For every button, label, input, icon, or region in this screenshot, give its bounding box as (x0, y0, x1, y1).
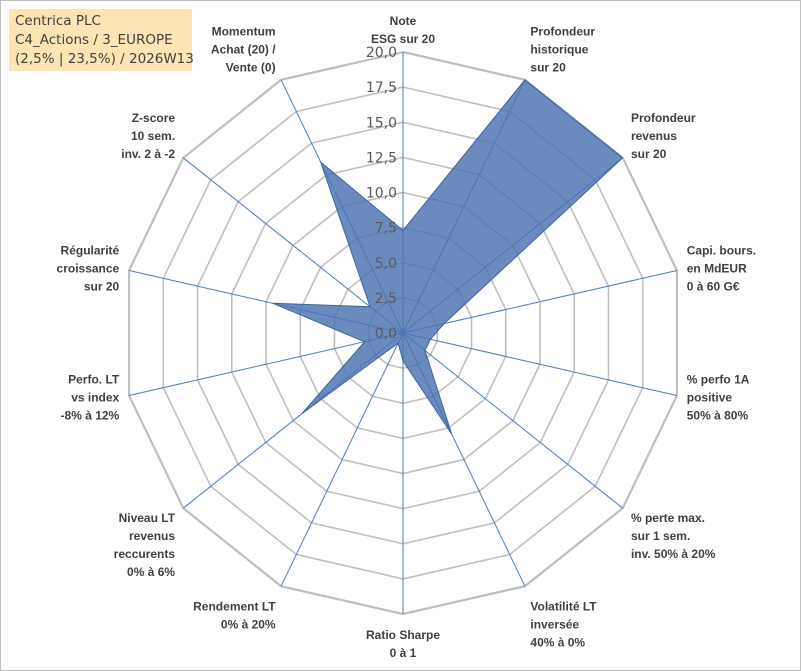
axis-label: Z-score 10 sem. inv. 2 à -2 (121, 111, 175, 161)
tick-label: 7,5 (375, 221, 397, 237)
radar-tick-labels: 0,0 2,5 5,0 7,5 10,0 12,5 15,0 17,5 20,0 (366, 45, 397, 342)
data-series-area (272, 79, 624, 435)
axis-label: Capi. bours. en MdEUR 0 à 60 G€ (687, 244, 756, 294)
category-label: C4_Actions / 3_EUROPE (15, 32, 173, 48)
axis-label: Rendement LT 0% à 20% (193, 599, 276, 631)
spoke-line (402, 332, 678, 397)
tick-label: 10,0 (366, 186, 397, 202)
radar-series (272, 79, 624, 435)
spoke-line (402, 332, 624, 509)
tick-label: 5,0 (375, 256, 397, 272)
axis-label: Perfo. LT vs index -8% à 12% (61, 372, 120, 422)
tick-label: 2,5 (375, 291, 397, 307)
spoke-line (280, 332, 404, 587)
axis-label: Note ESG sur 20 (371, 14, 435, 46)
axis-label: % perfo 1A positive 50% à 80% (687, 372, 750, 422)
info-box: Centrica PLC C4_Actions / 3_EUROPE (2,5%… (9, 9, 194, 71)
radar-axis-labels: Note ESG sur 20 Profondeur historique sur 20… (57, 14, 757, 660)
tick-label: 0,0 (375, 326, 397, 342)
axis-label: Momentum Achat (20) / Vente (0) (211, 25, 276, 75)
tick-label: 12,5 (366, 150, 397, 166)
tick-label: 17,5 (366, 80, 397, 96)
axis-label: Niveau LT revenus reccurents 0% à 6% (114, 511, 176, 579)
spoke-line (128, 332, 404, 397)
tick-label: 20,0 (366, 45, 397, 61)
axis-label: Profondeur historique sur 20 (530, 25, 595, 75)
tick-label: 15,0 (366, 115, 397, 131)
axis-label: Régularité croissance sur 20 (57, 244, 120, 294)
period-label: (2,5% | 23,5%) / 2026W13 (15, 51, 194, 67)
axis-label: Profondeur revenus sur 20 (631, 111, 696, 161)
spoke-line (182, 157, 404, 334)
company-name: Centrica PLC (15, 13, 101, 29)
axis-label: % perte max. sur 1 sem. inv. 50% à 20% (631, 511, 716, 561)
axis-label: Ratio Sharpe 0 à 1 (366, 628, 440, 660)
axis-label: Volatilité LT inversée 40% à 0% (530, 599, 597, 649)
spoke-line (402, 269, 678, 334)
